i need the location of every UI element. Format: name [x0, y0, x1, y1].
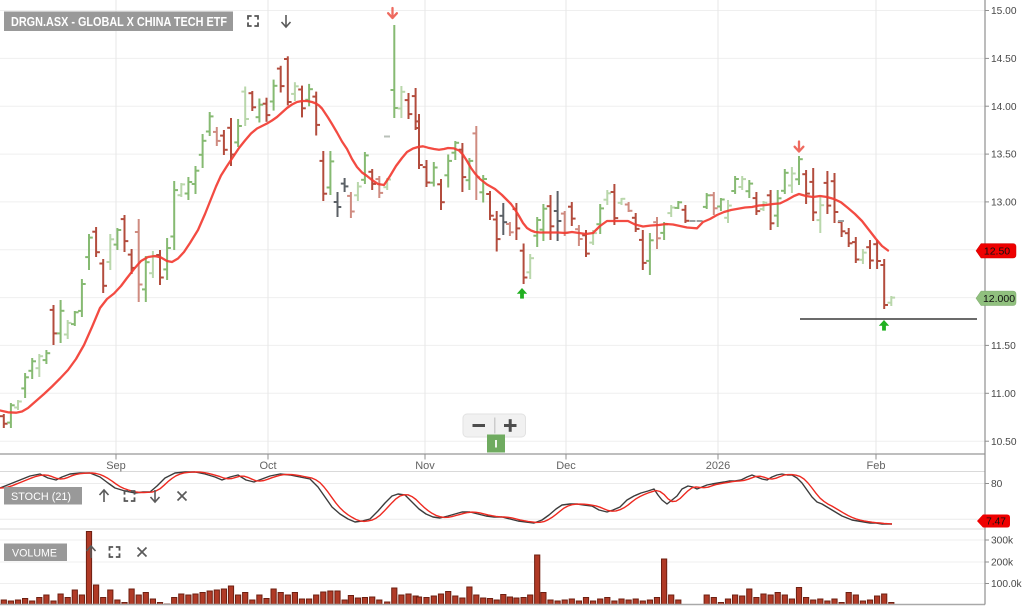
svg-text:100.0k: 100.0k — [991, 579, 1022, 590]
svg-text:2026: 2026 — [706, 460, 730, 472]
svg-text:10.50: 10.50 — [991, 437, 1017, 448]
svg-text:DRGN.ASX - GLOBAL X CHINA TECH: DRGN.ASX - GLOBAL X CHINA TECH ETF — [11, 15, 227, 29]
svg-text:11.50: 11.50 — [991, 341, 1016, 352]
svg-text:Feb: Feb — [867, 460, 886, 472]
svg-text:Nov: Nov — [415, 460, 435, 472]
svg-text:12.50: 12.50 — [984, 246, 1010, 258]
svg-text:13.00: 13.00 — [991, 198, 1017, 209]
svg-text:14.00: 14.00 — [991, 102, 1017, 113]
svg-text:11.00: 11.00 — [991, 389, 1016, 400]
svg-text:14.50: 14.50 — [991, 54, 1017, 65]
svg-text:Dec: Dec — [556, 460, 576, 472]
svg-text:Sep: Sep — [106, 460, 126, 472]
svg-text:15.00: 15.00 — [991, 6, 1017, 17]
svg-text:VOLUME: VOLUME — [12, 548, 57, 560]
svg-text:Oct: Oct — [259, 460, 276, 472]
svg-text:300k: 300k — [991, 536, 1014, 547]
svg-text:200k: 200k — [991, 558, 1014, 569]
svg-text:7.47: 7.47 — [986, 517, 1006, 528]
svg-text:13.50: 13.50 — [991, 150, 1017, 161]
svg-text:STOCH (21): STOCH (21) — [11, 491, 71, 503]
svg-text:80: 80 — [991, 479, 1003, 490]
svg-text:12.000: 12.000 — [983, 293, 1015, 305]
